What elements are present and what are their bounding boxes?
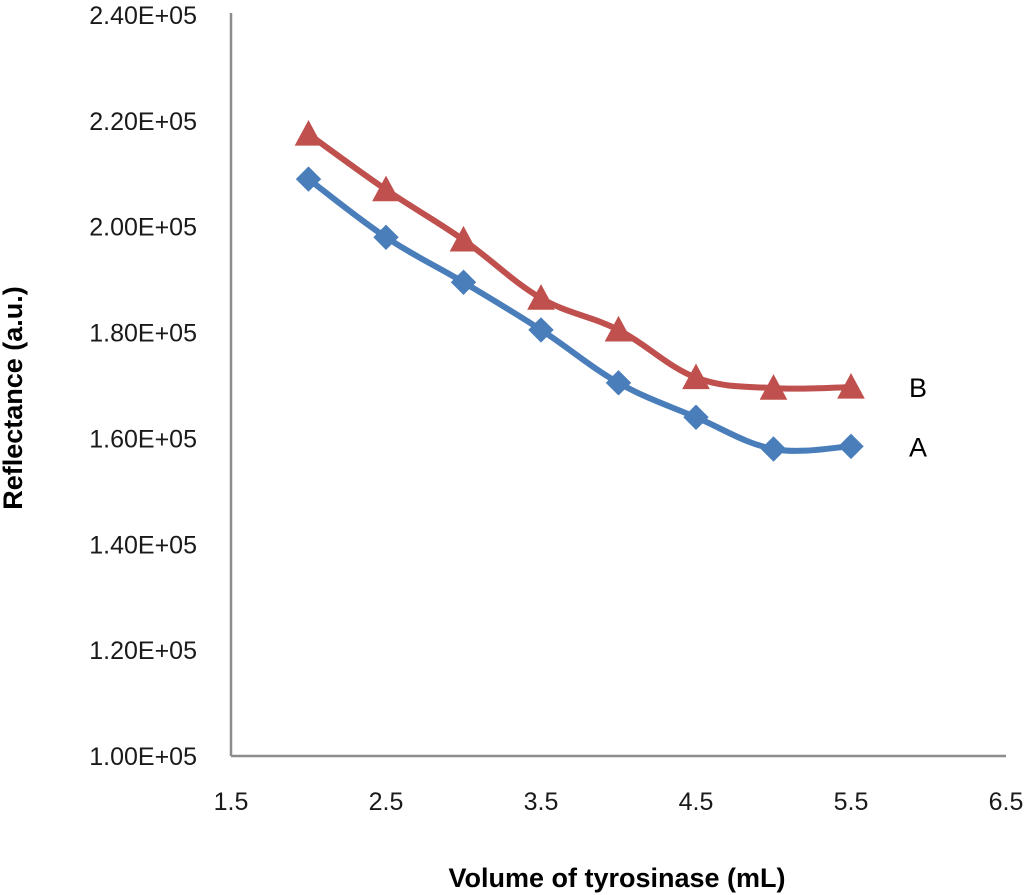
data-point-A	[760, 436, 787, 462]
data-point-B	[604, 315, 633, 342]
data-point-B	[759, 374, 788, 400]
y-tick-label: 1.60E+05	[89, 425, 197, 453]
series-labels: AB	[909, 373, 927, 462]
x-tick-label: 5.5	[834, 788, 869, 816]
series-line-B	[305, 131, 854, 392]
y-tick-label: 2.20E+05	[89, 108, 197, 136]
data-point-A	[683, 404, 709, 430]
data-point-B	[837, 373, 865, 399]
series-label-A: A	[909, 432, 927, 462]
data-point-A	[450, 269, 477, 295]
y-tick-label: 2.00E+05	[89, 214, 197, 242]
axes	[229, 13, 1006, 758]
y-tick-label: 1.80E+05	[89, 320, 197, 348]
x-tick-label: 4.5	[679, 788, 714, 816]
data-point-A	[838, 433, 864, 460]
y-axis-title: Reflectance (a.u.)	[0, 286, 28, 510]
y-tick-label: 1.20E+05	[89, 637, 197, 665]
data-point-A	[528, 317, 554, 343]
series-label-B: B	[909, 373, 927, 403]
series-A	[295, 166, 864, 462]
data-point-B	[682, 363, 710, 390]
series-B	[294, 120, 865, 400]
y-tick-label: 1.00E+05	[89, 743, 197, 771]
data-point-B	[527, 284, 555, 310]
series-layer	[294, 120, 865, 462]
x-tick-label: 2.5	[369, 788, 404, 816]
x-axis-tick-labels: 1.5 2.5 3.5 4.5 5.5 6.5	[214, 788, 1024, 816]
x-tick-label: 6.5	[989, 788, 1024, 816]
x-axis-title: Volume of tyrosinase (mL)	[448, 863, 785, 893]
y-axis-tick-labels: 1.00E+05 1.20E+05 1.40E+05 1.60E+05 1.80E+05…	[89, 2, 197, 771]
data-point-B	[449, 225, 478, 252]
data-point-B	[372, 175, 400, 202]
data-point-A	[373, 224, 399, 251]
x-tick-label: 1.5	[214, 788, 249, 816]
y-tick-label: 2.40E+05	[89, 2, 197, 30]
data-point-A	[605, 370, 632, 396]
y-tick-label: 1.40E+05	[89, 531, 197, 559]
data-point-B	[294, 120, 323, 146]
x-tick-label: 3.5	[524, 788, 559, 816]
data-point-A	[295, 166, 322, 192]
